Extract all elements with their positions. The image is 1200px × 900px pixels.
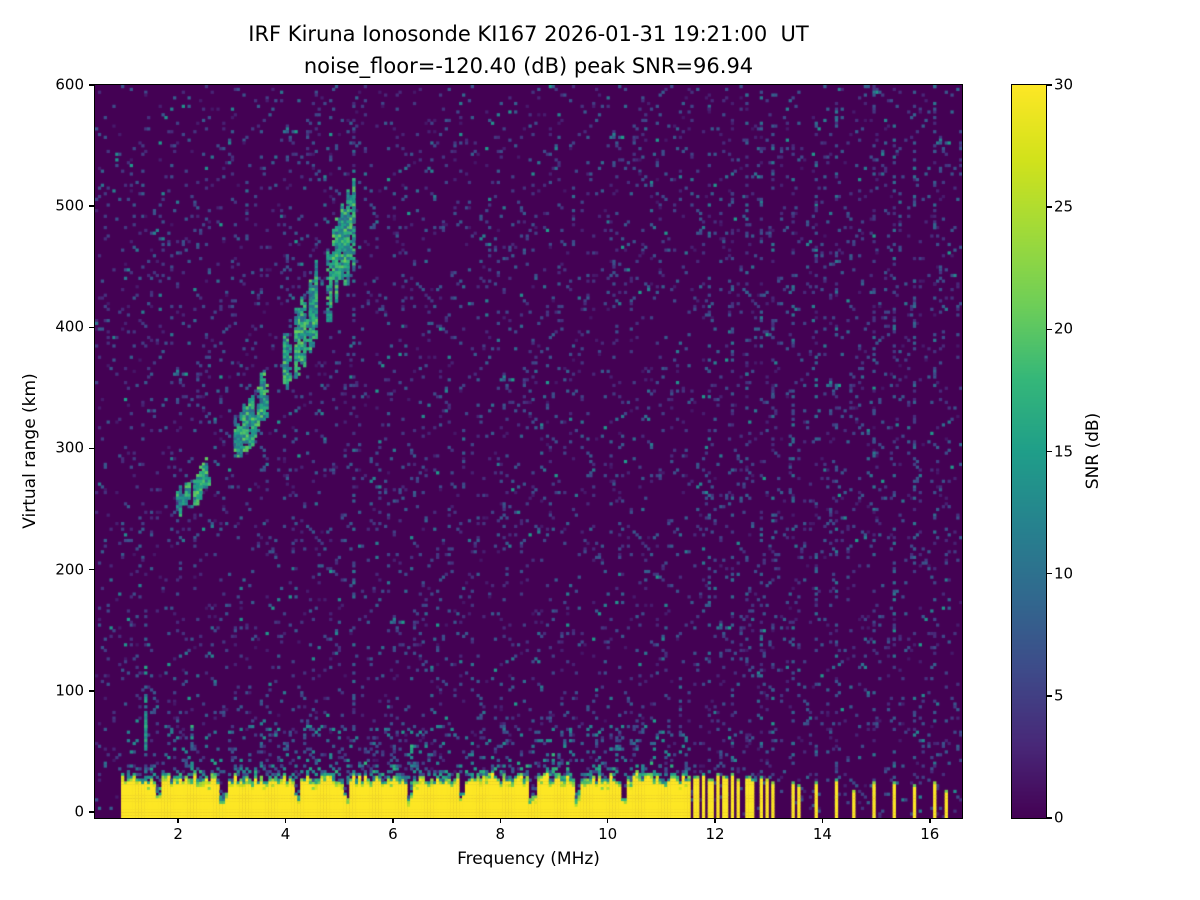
x-tick-label: 4 xyxy=(280,825,291,843)
colorbar-tick-mark xyxy=(1046,450,1052,453)
x-tick-label: 6 xyxy=(388,825,398,843)
x-tick-label: 12 xyxy=(705,825,725,843)
y-tick-mark xyxy=(89,568,95,571)
colorbar-tick-label: 5 xyxy=(1054,686,1064,705)
x-tick-mark xyxy=(714,818,716,823)
x-tick-mark xyxy=(499,818,502,823)
colorbar-tick-label: 15 xyxy=(1054,442,1074,460)
y-tick-mark xyxy=(89,326,95,329)
y-tick-label: 300 xyxy=(55,438,84,457)
ionogram-heatmap-canvas xyxy=(95,85,962,818)
colorbar-tick-label: 10 xyxy=(1054,564,1074,583)
y-tick-label: 500 xyxy=(55,196,84,215)
plot-area xyxy=(94,84,963,819)
colorbar-tick-mark xyxy=(1046,206,1052,208)
chart-title: IRF Kiruna Ionosonde KI167 2026-01-31 19… xyxy=(248,22,809,46)
colorbar xyxy=(1011,84,1047,819)
colorbar-tick-mark xyxy=(1046,328,1052,331)
y-tick-mark xyxy=(89,205,95,207)
x-tick-mark xyxy=(821,818,824,823)
colorbar-tick-label: 30 xyxy=(1054,75,1074,94)
x-tick-mark xyxy=(177,818,179,823)
x-tick-mark xyxy=(392,818,394,823)
colorbar-tick-mark xyxy=(1046,572,1052,575)
x-tick-label: 8 xyxy=(495,825,506,843)
colorbar-tick-label: 25 xyxy=(1054,197,1074,216)
y-axis-label: Virtual range (km) xyxy=(20,373,40,529)
y-tick-label: 0 xyxy=(74,802,84,821)
y-tick-mark xyxy=(89,84,95,86)
colorbar-tick-mark xyxy=(1046,84,1052,86)
colorbar-tick-mark xyxy=(1046,817,1052,819)
y-tick-mark xyxy=(89,447,95,450)
x-tick-mark xyxy=(606,818,609,823)
colorbar-tick-mark xyxy=(1046,695,1052,697)
x-tick-label: 10 xyxy=(598,825,618,843)
colorbar-tick-label: 0 xyxy=(1054,808,1064,827)
y-tick-mark xyxy=(89,690,95,692)
y-tick-label: 600 xyxy=(55,75,84,94)
x-tick-label: 2 xyxy=(173,825,183,843)
x-tick-label: 14 xyxy=(812,825,832,843)
y-tick-label: 100 xyxy=(55,681,84,700)
colorbar-gradient-canvas xyxy=(1012,85,1046,818)
y-tick-label: 200 xyxy=(55,560,84,579)
y-tick-label: 400 xyxy=(55,317,84,336)
x-tick-mark xyxy=(284,818,287,823)
x-axis-label: Frequency (MHz) xyxy=(457,849,600,869)
x-tick-label: 16 xyxy=(920,825,940,843)
chart-subtitle: noise_floor=-120.40 (dB) peak SNR=96.94 xyxy=(303,54,754,78)
colorbar-label: SNR (dB) xyxy=(1083,412,1103,490)
colorbar-tick-label: 20 xyxy=(1054,319,1074,338)
x-tick-mark xyxy=(929,818,931,823)
y-tick-mark xyxy=(89,811,95,813)
